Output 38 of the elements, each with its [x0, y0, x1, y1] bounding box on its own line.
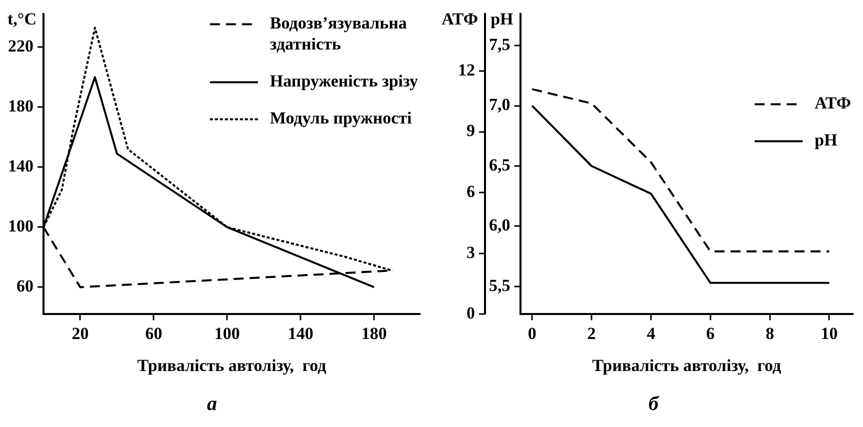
- y-tick-label: 220: [8, 36, 34, 56]
- x-tick-label: 2: [587, 324, 596, 343]
- y-axis-title: АТФ: [442, 10, 478, 29]
- y2-tick-label: 7,0: [489, 95, 510, 114]
- x-tick-label: 180: [361, 324, 387, 343]
- x-tick-label: 10: [820, 324, 838, 343]
- y2-tick-label: 6,5: [489, 155, 510, 174]
- y-axis-title: t,°C: [8, 10, 36, 29]
- legend-label: Модуль пружності: [270, 108, 412, 128]
- legend-label: АТФ: [814, 94, 852, 113]
- y-tick-label: 100: [8, 216, 34, 236]
- x-tick-label: 60: [145, 324, 162, 343]
- legend-label: Напруженість зрізу: [270, 72, 418, 91]
- y-tick-label: 60: [16, 276, 34, 296]
- legend-label: pH: [814, 130, 838, 150]
- y-tick-label: 180: [8, 96, 34, 116]
- legend-label: Водозв’язувальна здатність: [270, 14, 408, 54]
- y-tick-label: 3: [466, 242, 475, 262]
- y-tick-label: 12: [458, 60, 475, 80]
- y-tick-label: 9: [466, 121, 475, 140]
- text: б: [648, 393, 660, 416]
- x-tick-label: 4: [646, 324, 656, 343]
- x-axis-title: Тривалість автолізу, год: [592, 356, 782, 376]
- x-tick-label: 140: [288, 324, 314, 343]
- x-tick-label: 100: [214, 324, 240, 343]
- y2-tick-label: 6,0: [489, 216, 510, 235]
- text: а: [207, 393, 217, 416]
- y2-axis-title: pH: [490, 10, 514, 29]
- x-axis-title: Тривалість автолізу, год: [137, 356, 327, 376]
- y2-tick-label: 5,5: [489, 276, 510, 295]
- x-tick-label: 8: [766, 324, 774, 343]
- x-tick-label: 20: [72, 324, 89, 343]
- y-tick-label: 0: [466, 304, 475, 323]
- y-tick-label: 6: [466, 182, 475, 201]
- x-tick-label: 0: [528, 324, 536, 343]
- y-tick-label: 140: [8, 156, 34, 176]
- y2-tick-label: 7,5: [489, 34, 510, 54]
- x-tick-label: 6: [706, 324, 715, 343]
